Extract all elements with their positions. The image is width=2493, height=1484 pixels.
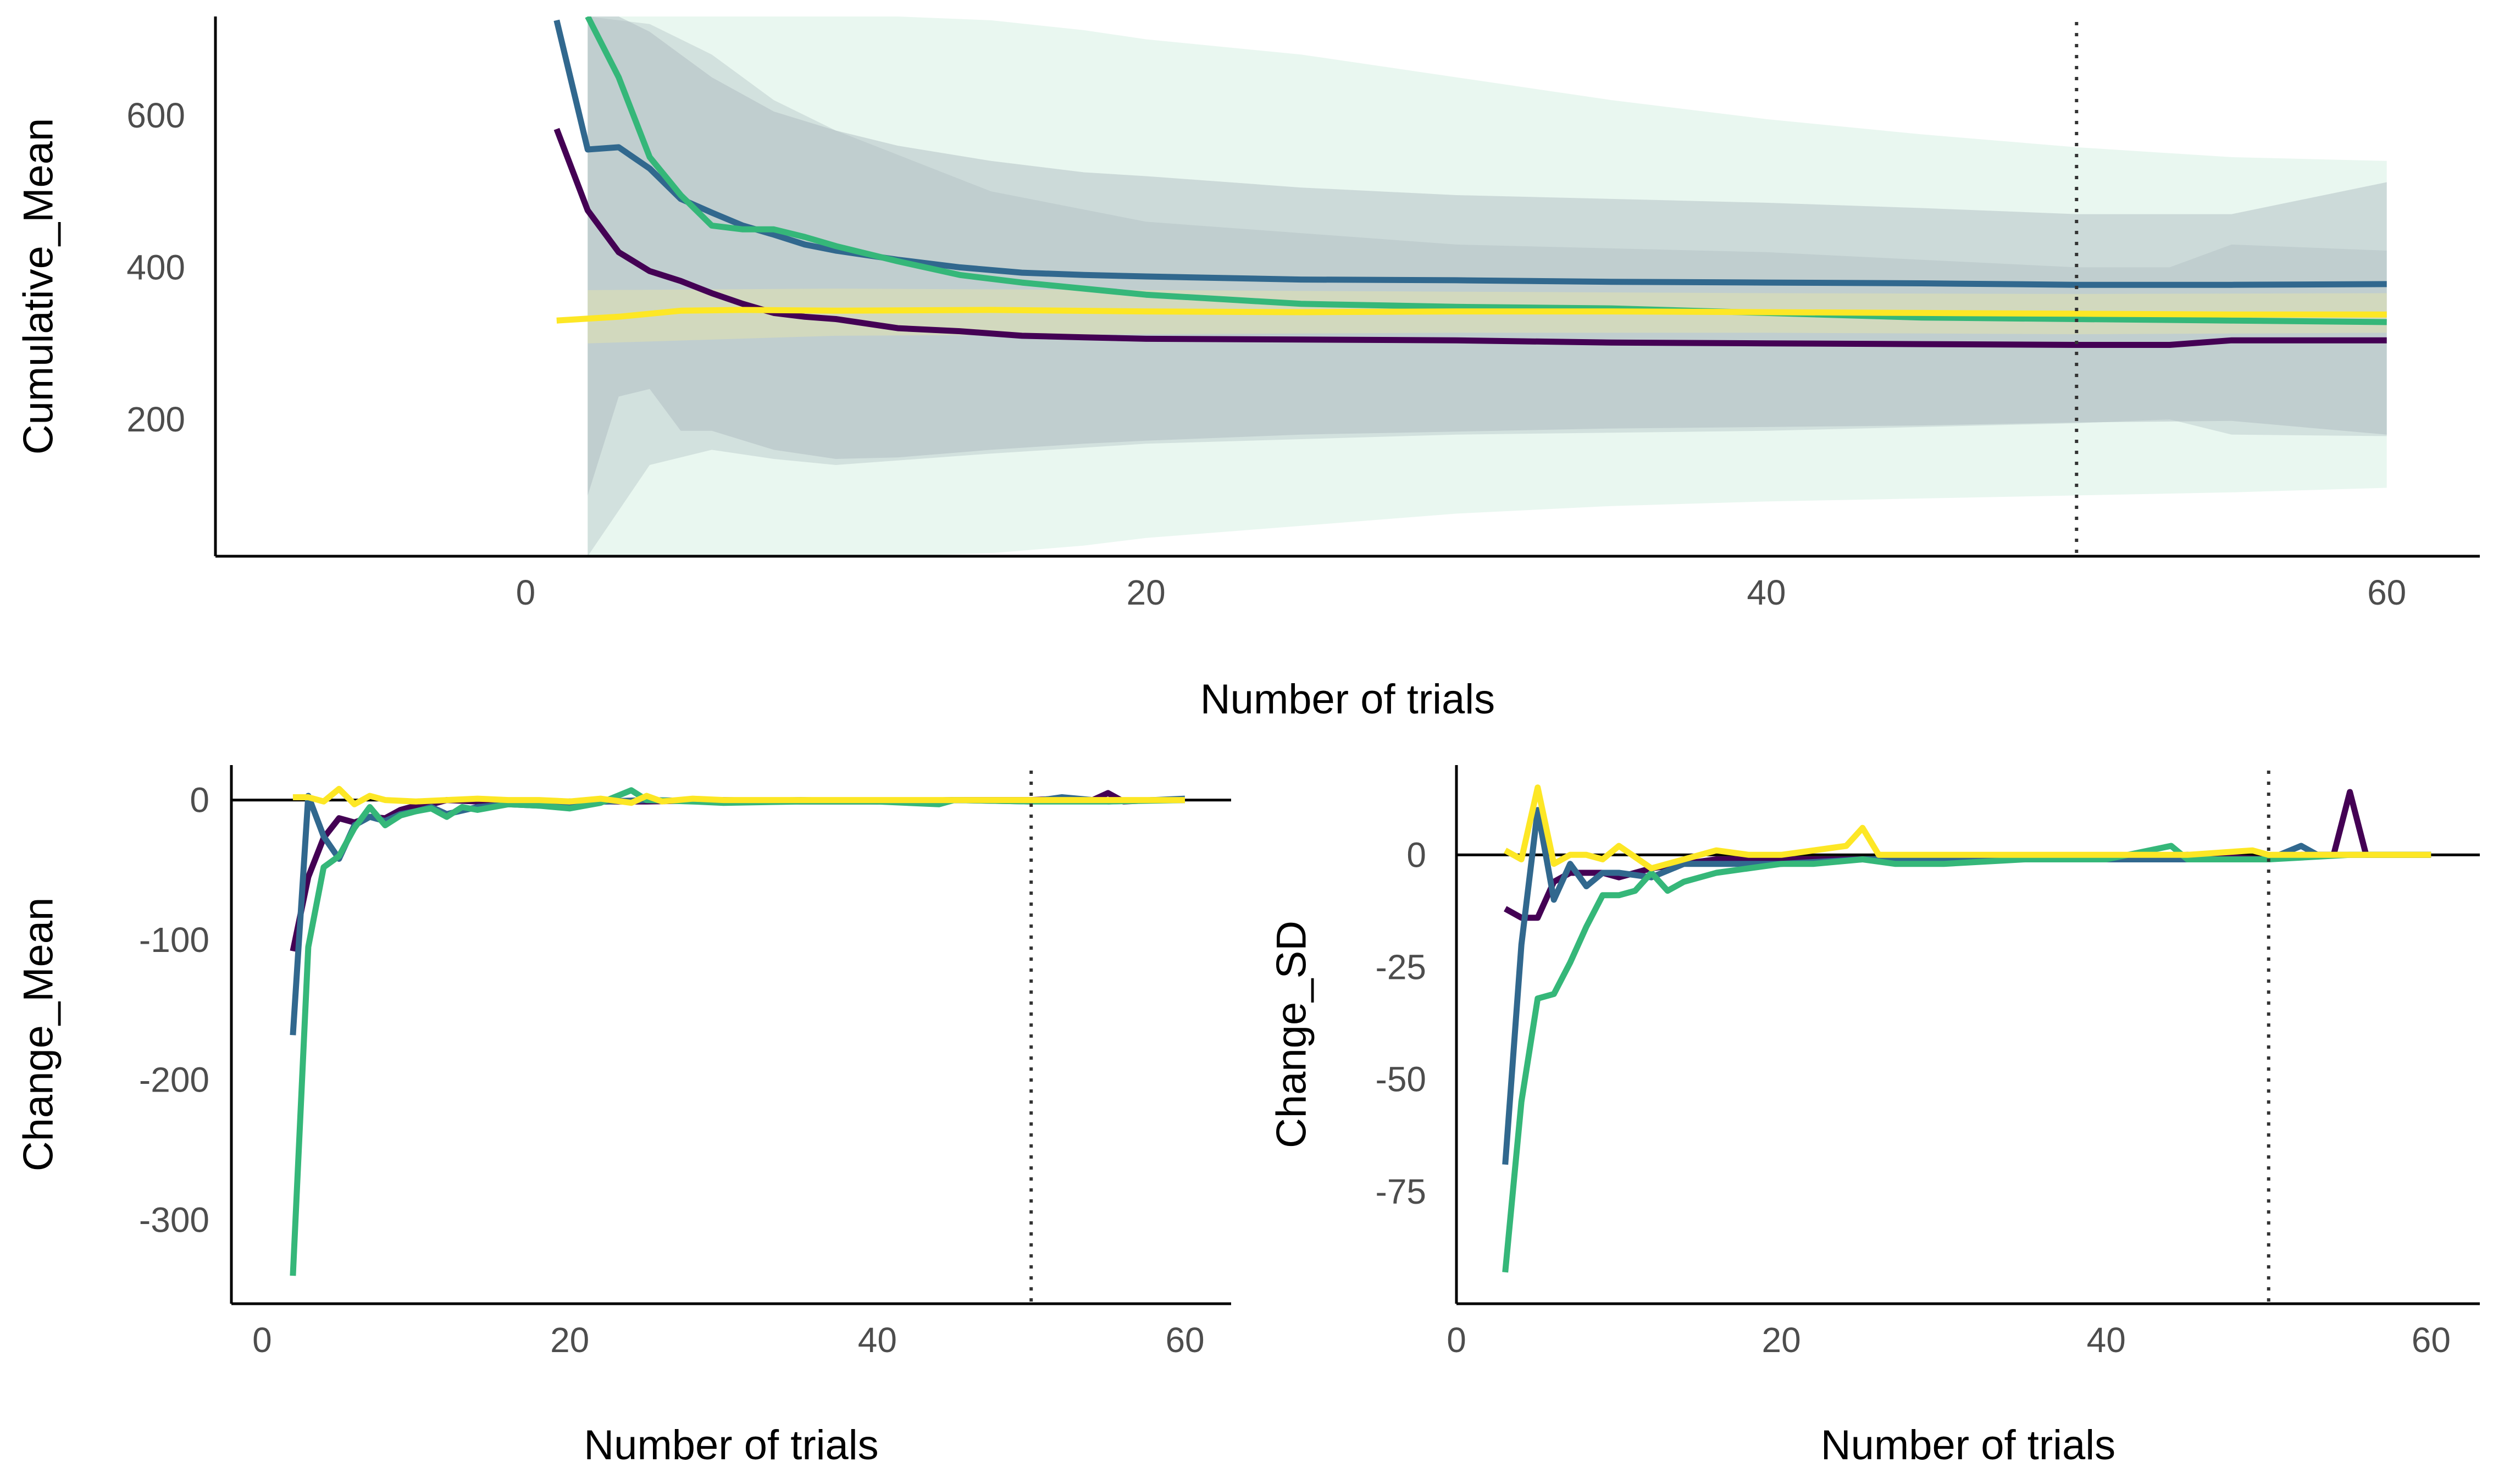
plot-area xyxy=(553,16,2387,556)
series-3-line xyxy=(290,787,1185,1276)
series-4-line xyxy=(556,307,2387,324)
x-tick-label: 0 xyxy=(252,1320,272,1360)
series-4-line xyxy=(292,785,1185,807)
x-tick-label: 0 xyxy=(1447,1320,1466,1360)
confidence-band-4 xyxy=(588,289,2387,344)
x-tick-label: 40 xyxy=(2087,1320,2126,1360)
series-4-line xyxy=(1504,784,2431,872)
confidence-band-2 xyxy=(588,16,2387,496)
y-axis-title: Cumulative_Mean xyxy=(15,118,62,455)
y-tick-label: 600 xyxy=(126,96,185,135)
y-tick-label: -100 xyxy=(139,920,209,960)
x-tick-label: 0 xyxy=(516,573,536,612)
y-tick-label: -50 xyxy=(1376,1060,1427,1099)
change-sd-panel: 0 20 40 60 0 -25 -50 -75 Number of trials Change_… xyxy=(1268,765,2480,1469)
x-tick-label: 60 xyxy=(2412,1320,2451,1360)
y-axis-title: Change_Mean xyxy=(15,898,62,1172)
y-tick-label: 400 xyxy=(126,247,185,287)
x-tick-label: 40 xyxy=(858,1320,897,1360)
confidence-band-3 xyxy=(588,16,2387,556)
cumulative-mean-panel: 0 20 40 60 200 400 600 Number of trials Cumulati… xyxy=(15,16,2480,723)
y-tick-label: -25 xyxy=(1376,948,1427,987)
y-tick-label: 200 xyxy=(126,400,185,439)
plot-area xyxy=(1456,784,2480,1273)
x-tick-label: 20 xyxy=(1127,573,1166,612)
x-tick-label: 20 xyxy=(1762,1320,1801,1360)
series-2-line xyxy=(290,793,1185,1036)
y-tick-label: -200 xyxy=(139,1060,209,1100)
confidence-band-1 xyxy=(588,16,2387,556)
x-tick-label: 20 xyxy=(550,1320,589,1360)
x-axis-title: Number of trials xyxy=(1821,1422,2115,1469)
series-1-line xyxy=(290,790,1185,952)
y-tick-label: 0 xyxy=(1406,835,1426,874)
y-tick-label: 0 xyxy=(190,780,209,820)
x-axis-title: Number of trials xyxy=(584,1422,878,1469)
series-2-line xyxy=(553,19,2387,288)
series-3-line xyxy=(1502,843,2431,1273)
change-mean-panel: 0 20 40 60 0 -100 -200 -300 Number of trials Chan… xyxy=(15,765,1231,1469)
y-tick-label: -300 xyxy=(139,1200,209,1239)
plot-area xyxy=(231,785,1231,1276)
series-1-line xyxy=(553,128,2387,348)
x-axis-title: Number of trials xyxy=(1200,676,1495,723)
x-tick-label: 60 xyxy=(2367,573,2406,612)
y-axis-title: Change_SD xyxy=(1268,921,1315,1148)
x-tick-label: 60 xyxy=(1165,1320,1204,1360)
x-tick-label: 40 xyxy=(1747,573,1786,612)
y-tick-label: -75 xyxy=(1376,1172,1427,1211)
